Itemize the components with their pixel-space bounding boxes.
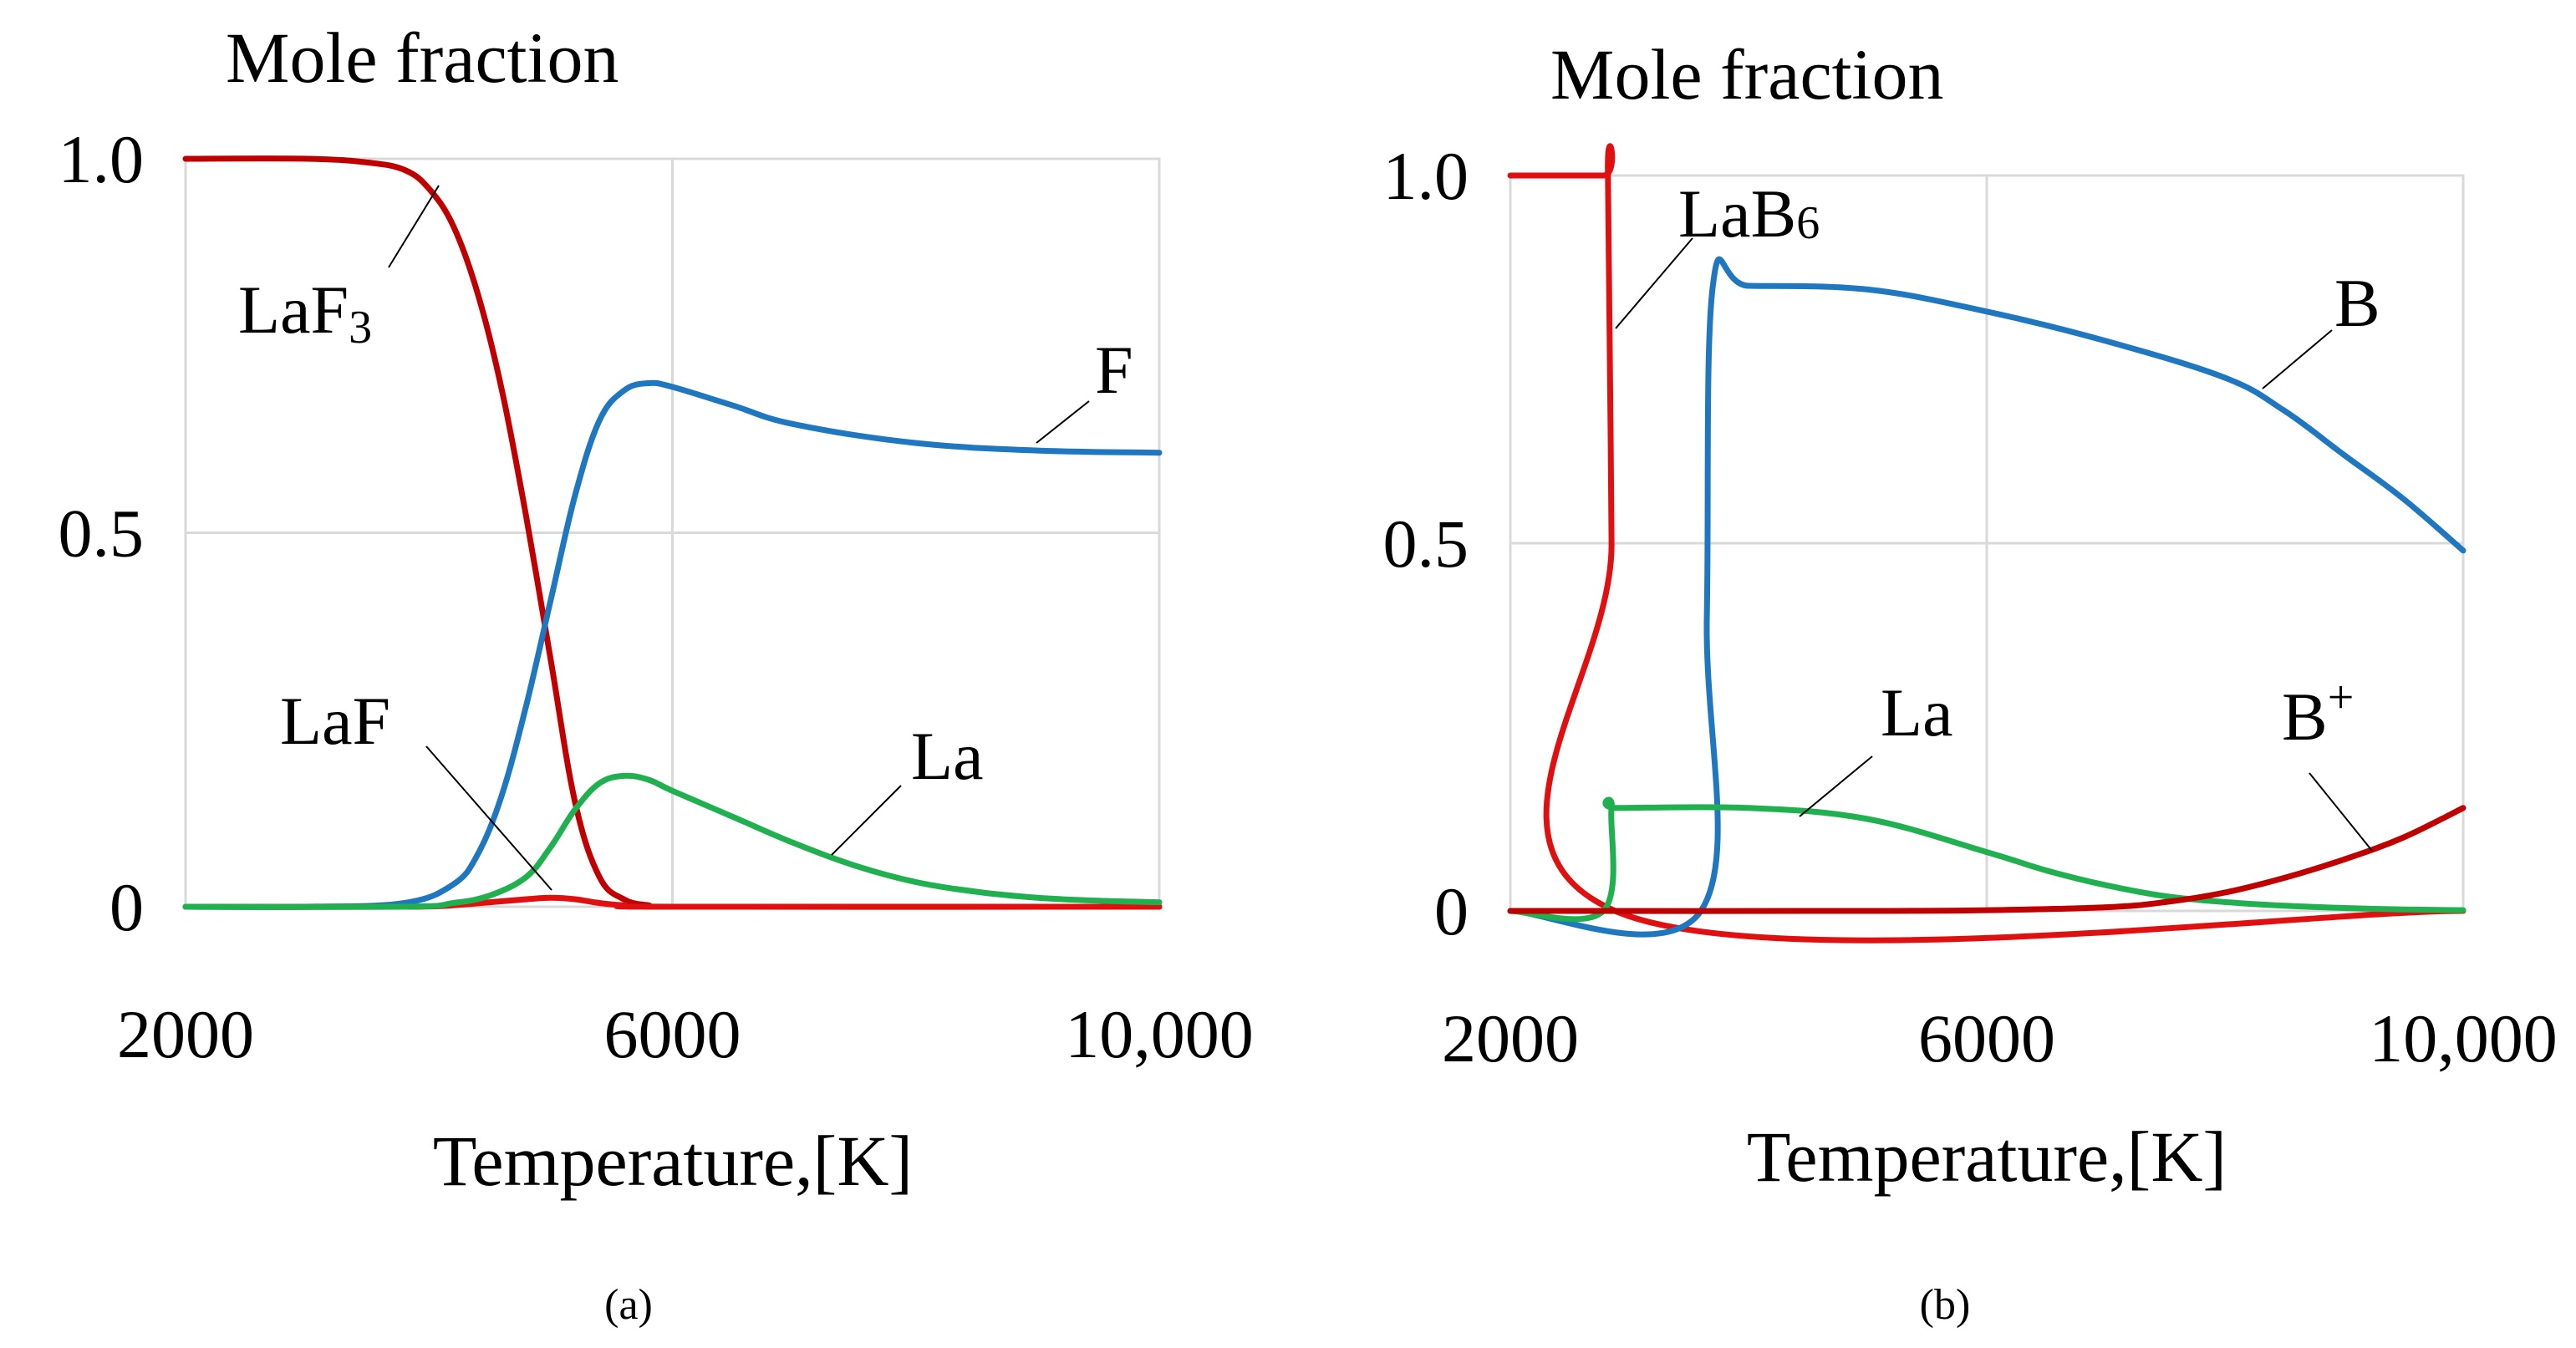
series-label-laf3-main: LaF	[238, 272, 349, 348]
series-line-la	[1507, 796, 2467, 923]
series-label-lab6-main: LaB	[1678, 175, 1796, 252]
leader-b	[2262, 329, 2333, 389]
panel-a-gridlines	[186, 159, 1159, 907]
panel-b-series	[1507, 143, 2467, 944]
series-label-laf3-sub: 3	[349, 302, 372, 354]
chart-panel-b: 2000 6000 10,000 0 0.5 1.0 Mole fraction Temp…	[1383, 34, 2558, 1329]
x-tick-label: 6000	[1918, 1000, 2055, 1076]
panel-a-title: Mole fraction	[226, 18, 619, 98]
series-label-b: B	[2334, 265, 2380, 341]
panel-a-label: (a)	[604, 1281, 653, 1329]
leader-bplus	[2309, 772, 2373, 852]
series-label-bplus-main: B	[2282, 679, 2328, 755]
panel-b-ticks: 2000 6000 10,000 0 0.5 1.0	[1383, 138, 2558, 1076]
series-label-la-a: La	[911, 718, 983, 794]
leader-f	[1036, 400, 1090, 444]
series-line-la	[182, 772, 1163, 910]
panel-a-x-axis-label: Temperature,[K]	[433, 1121, 913, 1201]
series-label-bplus: B+	[2282, 672, 2354, 755]
series-label-laf3: LaF3	[238, 272, 372, 354]
x-tick-label: 6000	[604, 996, 741, 1072]
panel-b-x-axis-label: Temperature,[K]	[1747, 1117, 2227, 1197]
x-tick-label: 2000	[1442, 1000, 1579, 1076]
x-tick-label: 10,000	[2369, 1000, 2558, 1076]
series-label-lab6-sub: 6	[1796, 197, 1820, 249]
y-tick-label: 1.0	[1383, 138, 1469, 214]
series-label-f: F	[1095, 332, 1133, 408]
series-line-b	[1507, 256, 2467, 938]
series-label-lab6: LaB6	[1678, 175, 1820, 252]
chart-panel-a: 2000 6000 10,000 0 0.5 1.0 Mole fraction Temp…	[59, 18, 1254, 1329]
leader-laf	[425, 745, 552, 891]
x-tick-label: 10,000	[1065, 996, 1254, 1072]
panel-b-gridlines	[1510, 175, 2463, 911]
y-tick-label: 0.5	[59, 496, 145, 572]
series-line-lab6	[1507, 143, 2467, 944]
series-label-la-b: La	[1881, 674, 1952, 750]
y-tick-label: 1.0	[59, 121, 145, 197]
series-line-f	[182, 379, 1163, 910]
x-tick-label: 2000	[117, 996, 254, 1072]
series-line-bplus	[1507, 805, 2467, 914]
leader-la-a	[831, 785, 902, 856]
panel-a-series	[182, 155, 1163, 910]
panel-b-title: Mole fraction	[1550, 34, 1943, 114]
panel-a-ticks: 2000 6000 10,000 0 0.5 1.0	[59, 121, 1254, 1072]
y-tick-label: 0	[109, 869, 144, 945]
y-tick-label: 0.5	[1383, 506, 1469, 582]
series-label-laf: LaF	[280, 683, 390, 759]
leader-lab6	[1615, 237, 1693, 329]
series-label-bplus-sup: +	[2328, 672, 2355, 724]
leader-la-b	[1799, 755, 1873, 817]
y-tick-label: 0	[1434, 873, 1469, 949]
leader-laf3	[388, 185, 440, 268]
panel-b-label: (b)	[1920, 1281, 1971, 1329]
